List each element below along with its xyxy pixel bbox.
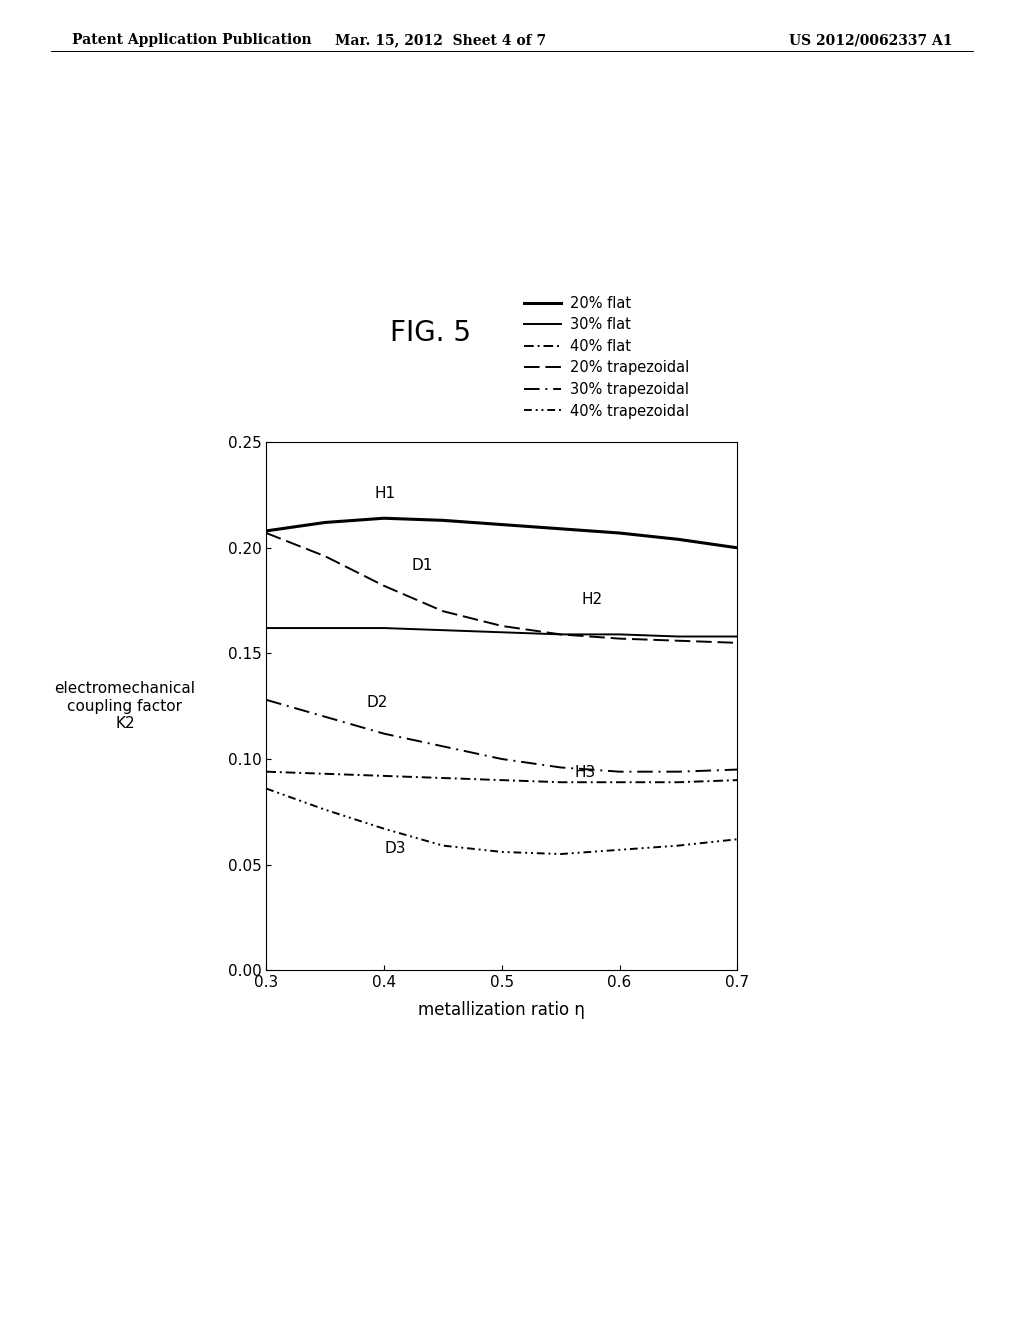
Text: H1: H1 — [375, 486, 395, 502]
Text: Patent Application Publication: Patent Application Publication — [72, 33, 311, 48]
Text: electromechanical
coupling factor
K2: electromechanical coupling factor K2 — [54, 681, 196, 731]
Legend: 20% flat, 30% flat, 40% flat, 20% trapezoidal, 30% trapezoidal, 40% trapezoidal: 20% flat, 30% flat, 40% flat, 20% trapez… — [518, 290, 694, 424]
Text: Mar. 15, 2012  Sheet 4 of 7: Mar. 15, 2012 Sheet 4 of 7 — [335, 33, 546, 48]
X-axis label: metallization ratio η: metallization ratio η — [419, 1001, 585, 1019]
Text: US 2012/0062337 A1: US 2012/0062337 A1 — [788, 33, 952, 48]
Text: D3: D3 — [384, 841, 406, 857]
Text: H2: H2 — [582, 591, 603, 607]
Text: FIG. 5: FIG. 5 — [389, 319, 471, 347]
Text: D2: D2 — [367, 696, 388, 710]
Text: D1: D1 — [411, 558, 432, 573]
Text: H3: H3 — [574, 766, 596, 780]
